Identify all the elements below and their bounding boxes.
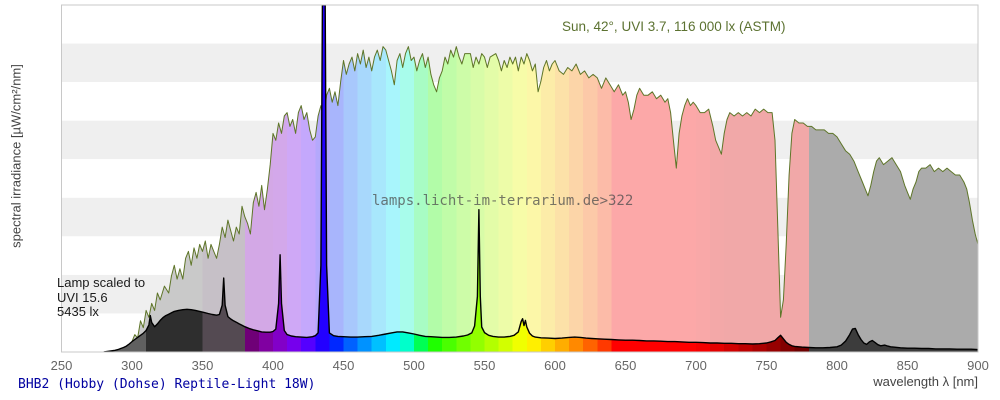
lamp-title-link[interactable]: BHB2 (Hobby (Dohse) Reptile-Light 18W) bbox=[18, 377, 316, 392]
x-tick-label: 750 bbox=[755, 358, 778, 373]
x-tick-label: 400 bbox=[262, 358, 284, 373]
x-tick-label: 800 bbox=[826, 358, 848, 373]
lamp-scale-line2: UVI 15.6 bbox=[57, 289, 108, 305]
x-tick-label: 500 bbox=[403, 358, 425, 373]
sun-spectrum-line bbox=[124, 46, 978, 352]
x-tick-label: 700 bbox=[685, 358, 707, 373]
x-tick-label: 250 bbox=[50, 358, 73, 373]
lamp-scale-line1: Lamp scaled to bbox=[57, 275, 146, 290]
sun-reference-annotation: Sun, 42°, UVI 3.7, 116 000 lx (ASTM) bbox=[562, 19, 786, 34]
lamp-spectrum-line bbox=[103, 5, 978, 352]
x-tick-label: 600 bbox=[544, 358, 566, 373]
lamp-scale-annotation: Lamp scaled to UVI 15.6 5435 lx bbox=[57, 275, 146, 320]
x-tick-label: 650 bbox=[614, 358, 637, 373]
lamp-scale-line3: 5435 lx bbox=[57, 304, 99, 319]
plot-border bbox=[61, 4, 979, 353]
x-tick-label: 300 bbox=[121, 358, 143, 373]
watermark: lamps.licht-im-terrarium.de>322 bbox=[372, 193, 634, 209]
sun-spectrum-area bbox=[125, 46, 978, 352]
x-tick-label: 450 bbox=[332, 358, 355, 373]
x-tick-label: 550 bbox=[473, 358, 496, 373]
x-tick-label: 850 bbox=[896, 358, 919, 373]
y-axis-label: spectral irradiance [µW/cm²/nm] bbox=[8, 64, 24, 248]
x-axis-label: wavelength λ [nm] bbox=[873, 374, 978, 389]
x-tick-label: 350 bbox=[191, 358, 214, 373]
x-tick-label: 900 bbox=[967, 358, 989, 373]
